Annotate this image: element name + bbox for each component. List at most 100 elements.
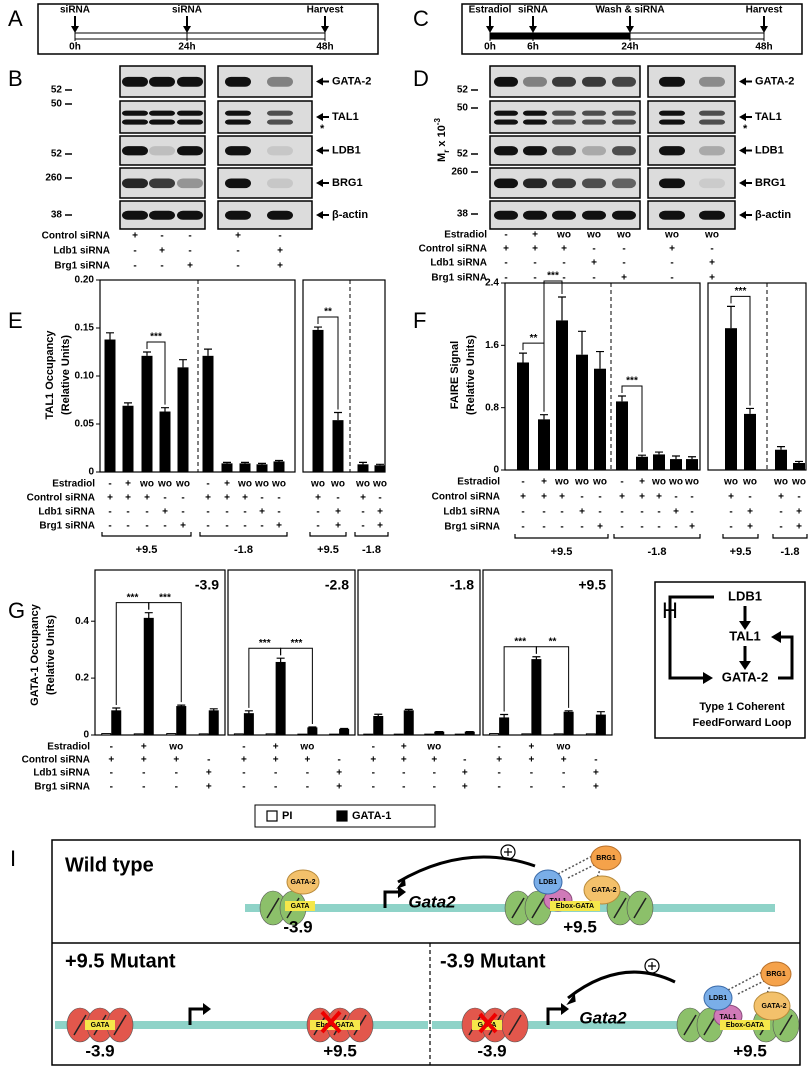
group-bracket <box>354 532 389 537</box>
band <box>582 110 606 116</box>
band <box>494 76 518 87</box>
bar <box>208 710 219 736</box>
arrowhead <box>739 146 746 155</box>
condition-value: - <box>690 507 693 518</box>
condition-value: - <box>361 521 364 532</box>
bar <box>374 465 386 472</box>
error-bar <box>179 359 187 368</box>
condition-value: - <box>372 782 375 793</box>
arrowhead <box>396 877 406 890</box>
significance-bracket <box>621 385 643 453</box>
panel-letter: I <box>10 846 16 871</box>
condition-value: - <box>670 273 673 284</box>
condition-value: - <box>710 244 713 255</box>
error-bar <box>558 296 566 321</box>
bar <box>363 733 374 736</box>
condition-value: wo <box>664 230 679 241</box>
condition-value: + <box>673 507 679 518</box>
band <box>122 110 148 116</box>
bar <box>297 733 308 736</box>
plot-frame <box>357 569 481 736</box>
condition-value: - <box>163 493 166 504</box>
nucleosome-stripe <box>613 897 627 919</box>
diagram-label: BRG1 <box>766 971 786 978</box>
time-label: 24h <box>621 42 638 53</box>
condition-value: + <box>205 493 211 504</box>
bar <box>243 713 254 736</box>
bar <box>616 401 628 470</box>
condition-value: - <box>497 768 500 779</box>
panel-title: -3.9 <box>195 577 219 593</box>
condition-value: + <box>259 507 265 518</box>
arrowhead <box>398 886 406 898</box>
group-bracket <box>772 534 808 539</box>
diagram-frame <box>51 839 801 1066</box>
band <box>699 119 725 125</box>
condition-value: - <box>598 492 601 503</box>
band <box>612 110 636 116</box>
nucleosome-stripe <box>266 897 280 919</box>
condition-name: Estradiol <box>52 479 95 490</box>
bar <box>563 711 574 736</box>
condition-value: - <box>378 493 381 504</box>
condition-value: + <box>108 755 114 766</box>
condition-value: + <box>180 521 186 532</box>
bar <box>393 733 404 736</box>
bar <box>489 733 500 736</box>
bar <box>312 329 324 472</box>
band <box>659 110 685 116</box>
condition-value: - <box>133 246 136 257</box>
arrowheads <box>703 621 781 684</box>
condition-value: - <box>110 782 113 793</box>
plot-frame <box>94 569 226 736</box>
band <box>149 210 175 220</box>
mw-label: 52 <box>457 149 469 160</box>
bar <box>329 733 340 736</box>
condition-value: wo <box>426 742 441 753</box>
arrowhead <box>739 77 746 86</box>
group-label: +9.5 <box>730 546 752 558</box>
error-bar <box>727 305 735 329</box>
arrowhead <box>561 1003 569 1015</box>
bar <box>221 463 233 472</box>
condition-value: + <box>132 231 138 242</box>
condition-value: + <box>541 477 547 488</box>
condition-value: + <box>173 755 179 766</box>
bar <box>275 661 286 736</box>
condition-value: + <box>778 492 784 503</box>
bar <box>464 731 475 736</box>
condition-value: wo <box>554 477 569 488</box>
condition-value: - <box>580 492 583 503</box>
bar <box>653 454 665 470</box>
bar <box>233 733 244 736</box>
band <box>552 110 576 116</box>
band <box>149 146 175 156</box>
panel-letter: C <box>413 6 429 31</box>
arrowhead <box>760 26 768 33</box>
bar <box>202 355 214 472</box>
condition-value: - <box>337 755 340 766</box>
condition-value: + <box>747 507 753 518</box>
nucleosome-stripe <box>683 1014 697 1036</box>
group-bracket <box>309 532 347 537</box>
diagram-label: -3.9 <box>477 1041 506 1060</box>
arrows <box>668 595 794 680</box>
condition-value: - <box>188 231 191 242</box>
time-label: 6h <box>527 42 539 53</box>
condition-name: Ldb1 siRNA <box>38 507 95 518</box>
y-tick-label: 0.15 <box>75 323 95 334</box>
blot-panel <box>217 100 313 134</box>
condition-value: - <box>463 755 466 766</box>
significance-label: *** <box>127 592 139 603</box>
y-tick-label: 0 <box>83 730 89 741</box>
condition-value: - <box>126 507 129 518</box>
arrowhead <box>771 631 781 643</box>
condition-value: - <box>142 782 145 793</box>
band <box>267 178 293 189</box>
bar <box>531 659 542 736</box>
condition-value: + <box>144 493 150 504</box>
band <box>494 146 518 156</box>
condition-value: - <box>560 507 563 518</box>
dna <box>432 1021 798 1029</box>
condition-value: + <box>401 742 407 753</box>
